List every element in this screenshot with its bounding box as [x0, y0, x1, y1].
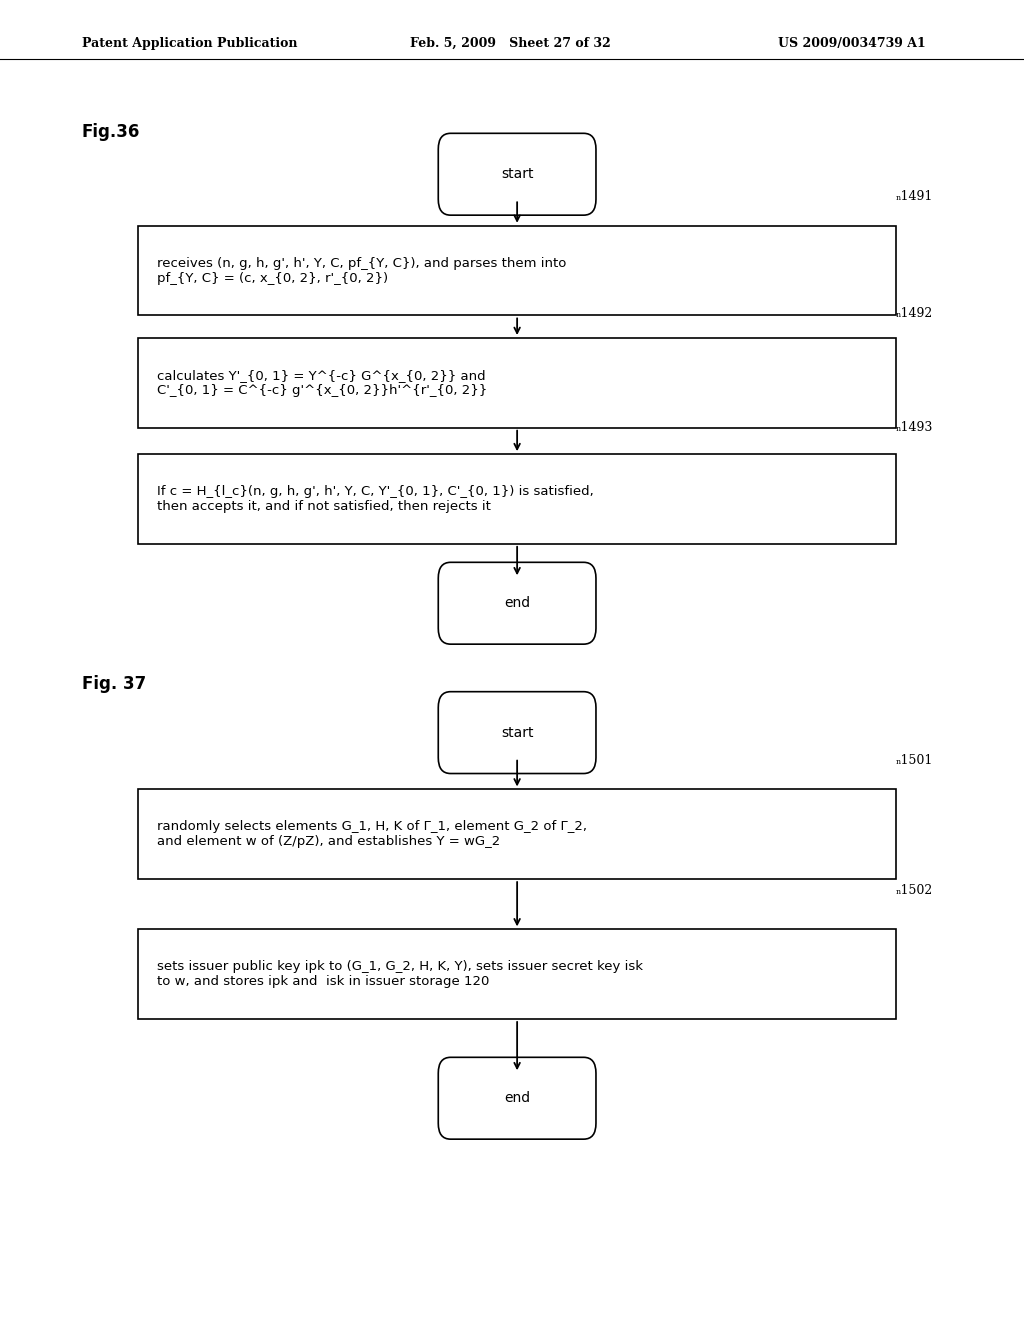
- Text: randomly selects elements G_1, H, K of Γ_1, element G_2 of Γ_2,
and element w of: randomly selects elements G_1, H, K of Γ…: [157, 820, 587, 849]
- Text: end: end: [504, 1092, 530, 1105]
- Text: start: start: [501, 168, 534, 181]
- Text: end: end: [504, 597, 530, 610]
- FancyBboxPatch shape: [438, 133, 596, 215]
- Text: Fig.36: Fig.36: [82, 123, 140, 141]
- Text: Feb. 5, 2009   Sheet 27 of 32: Feb. 5, 2009 Sheet 27 of 32: [410, 37, 610, 50]
- Text: calculates Y'_{0, 1} = Y^{-c} G^{x_{0, 2}} and
C'_{0, 1} = C^{-c} g'^{x_{0, 2}}h: calculates Y'_{0, 1} = Y^{-c} G^{x_{0, 2…: [157, 368, 487, 397]
- Bar: [138, 789, 896, 879]
- Text: sets issuer public key ipk to (G_1, G_2, H, K, Y), sets issuer secret key isk
to: sets issuer public key ipk to (G_1, G_2,…: [157, 960, 643, 989]
- FancyBboxPatch shape: [438, 692, 596, 774]
- Text: US 2009/0034739 A1: US 2009/0034739 A1: [778, 37, 926, 50]
- Bar: [138, 226, 896, 315]
- Text: ₙ1502: ₙ1502: [896, 884, 933, 898]
- Text: ₙ1491: ₙ1491: [896, 190, 933, 203]
- Text: ₙ1501: ₙ1501: [896, 754, 933, 767]
- Text: Patent Application Publication: Patent Application Publication: [82, 37, 297, 50]
- Text: ₙ1493: ₙ1493: [896, 421, 933, 434]
- FancyBboxPatch shape: [438, 1057, 596, 1139]
- Bar: [138, 338, 896, 428]
- Text: ₙ1492: ₙ1492: [896, 308, 933, 319]
- Bar: [138, 929, 896, 1019]
- FancyBboxPatch shape: [438, 562, 596, 644]
- Text: start: start: [501, 726, 534, 739]
- Text: Fig. 37: Fig. 37: [82, 675, 146, 693]
- Text: If c = H_{l_c}(n, g, h, g', h', Y, C, Y'_{0, 1}, C'_{0, 1}) is satisfied,
then a: If c = H_{l_c}(n, g, h, g', h', Y, C, Y'…: [157, 484, 594, 513]
- Bar: [138, 454, 896, 544]
- Text: receives (n, g, h, g', h', Y, C, pf_{Y, C}), and parses them into
pf_{Y, C} = (c: receives (n, g, h, g', h', Y, C, pf_{Y, …: [157, 256, 566, 285]
